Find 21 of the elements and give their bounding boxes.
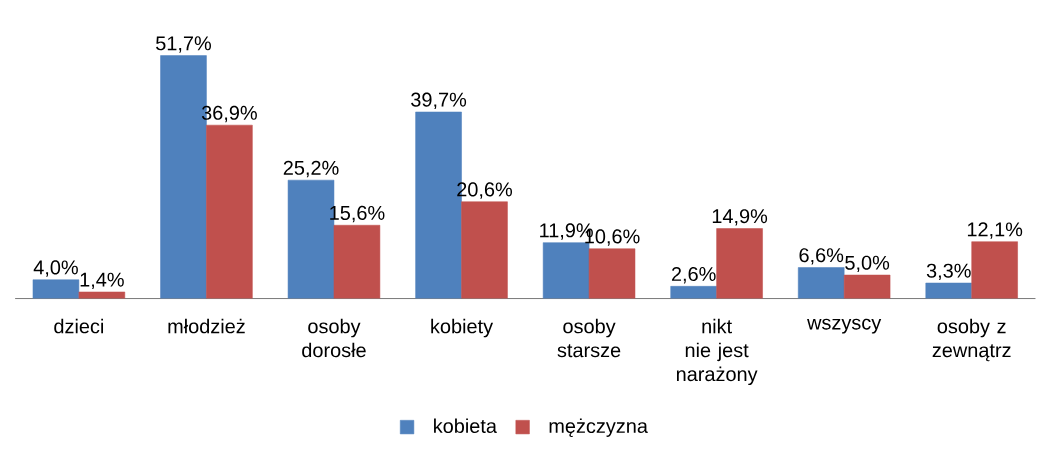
x-tick-label: osoby dorosłe xyxy=(302,318,366,358)
x-tick-label: nikt nie jest narażony xyxy=(676,318,758,386)
data-label: 25,2% xyxy=(283,160,339,178)
legend-label: kobieta xyxy=(434,418,497,434)
data-label: 4,0% xyxy=(33,260,78,277)
x-tick-label: dzieci xyxy=(54,318,104,334)
data-label: 1,4% xyxy=(80,272,124,290)
data-label: 39,7% xyxy=(411,92,467,110)
x-tick-label: osoby z zewnątrz xyxy=(932,318,1011,362)
data-label: 3,3% xyxy=(926,263,971,281)
data-label: 12,1% xyxy=(967,222,1023,239)
data-label: 14,9% xyxy=(712,209,768,226)
data-label: 2,6% xyxy=(671,267,716,284)
x-tick-label: wszyscy xyxy=(807,318,882,334)
data-label: 5,0% xyxy=(845,255,890,273)
data-label: 6,6% xyxy=(799,248,844,265)
legend-label: mężczyzna xyxy=(549,418,648,438)
x-tick-label: osoby starsze xyxy=(557,318,621,358)
x-tick-label: kobiety xyxy=(431,318,494,338)
data-label: 51,7% xyxy=(156,36,211,53)
x-tick-label: młodzież xyxy=(168,318,245,334)
